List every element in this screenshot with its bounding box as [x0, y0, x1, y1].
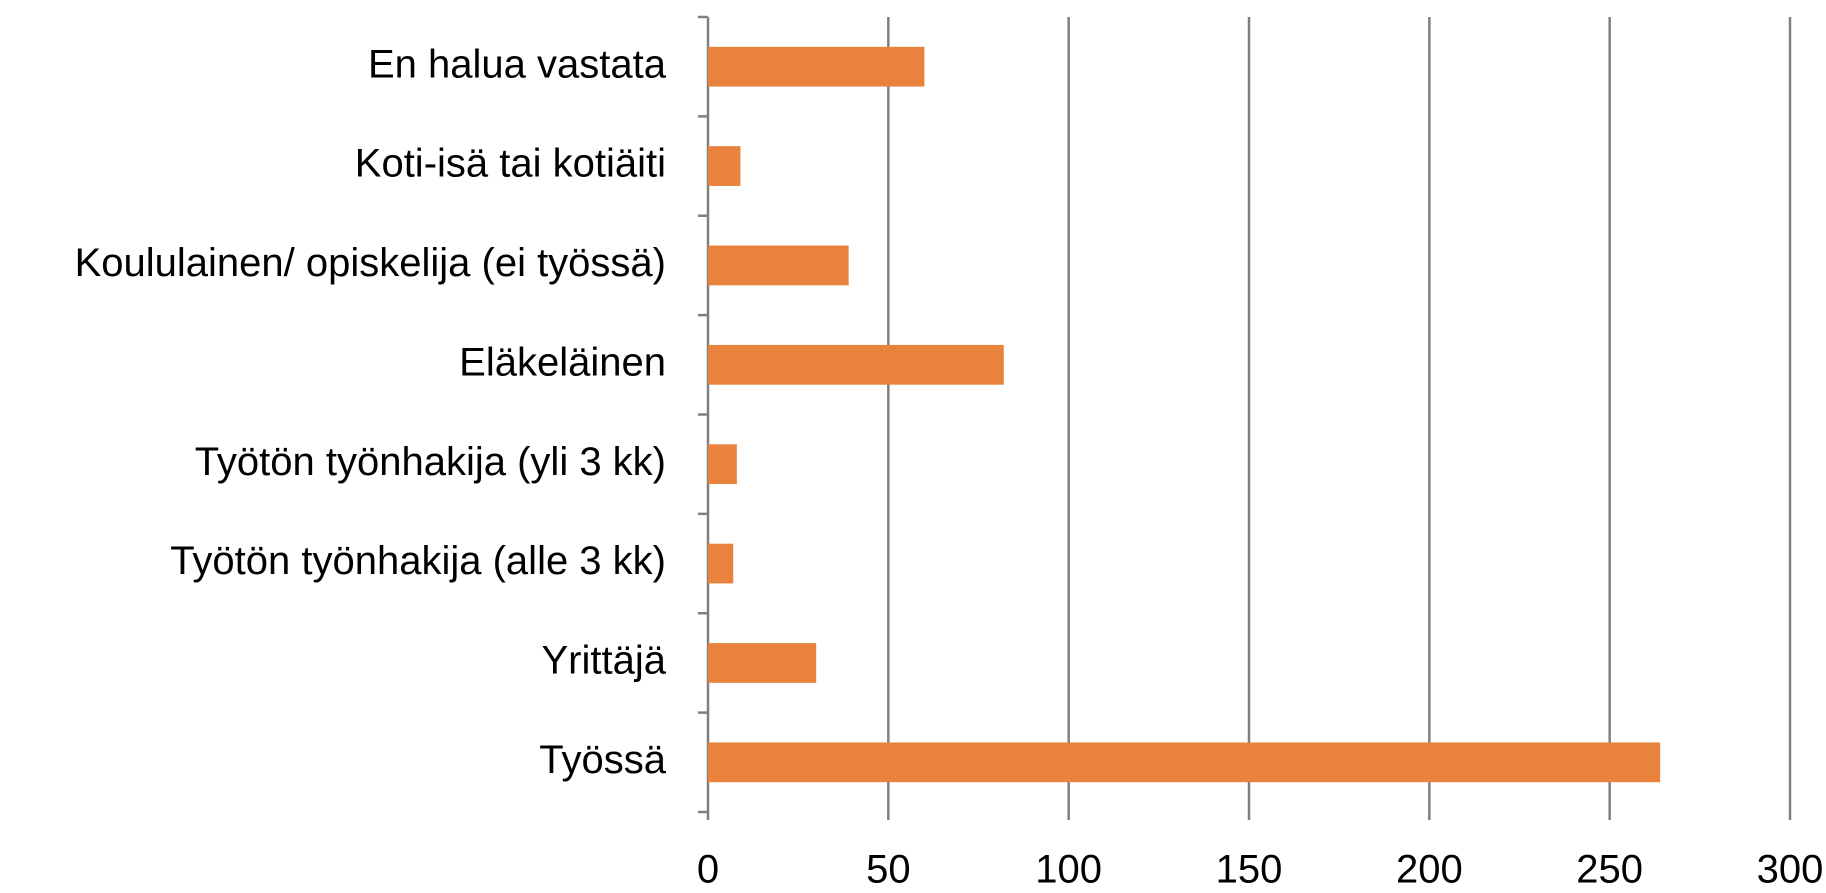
x-tick-label: 100	[1035, 848, 1102, 892]
x-tick-label: 0	[697, 848, 719, 892]
bar	[708, 344, 1004, 385]
y-tick-label: Työssä	[539, 738, 666, 782]
y-tick-label: Eläkeläinen	[459, 340, 666, 384]
x-tick-label: 200	[1396, 848, 1463, 892]
bar	[708, 643, 817, 683]
bar	[708, 146, 741, 186]
bar	[708, 46, 925, 87]
bar	[708, 742, 1661, 783]
y-tick-label: Koti-isä tai kotiäiti	[355, 142, 666, 186]
bar	[708, 245, 849, 286]
bar	[708, 543, 734, 584]
bar	[708, 444, 737, 485]
x-tick-label: 300	[1757, 848, 1824, 892]
y-tick-label: Työtön työnhakija (alle 3 kk)	[170, 539, 666, 583]
y-tick-label: Työtön työnhakija (yli 3 kk)	[195, 440, 666, 484]
y-tick-label: Yrittäjä	[542, 639, 667, 683]
y-tick-label: Koululainen/ opiskelija (ei työssä)	[75, 241, 666, 285]
x-tick-label: 250	[1576, 848, 1643, 892]
x-tick-label: 50	[866, 848, 911, 892]
y-tick-label: En halua vastata	[368, 42, 667, 86]
x-tick-label: 150	[1216, 848, 1283, 892]
